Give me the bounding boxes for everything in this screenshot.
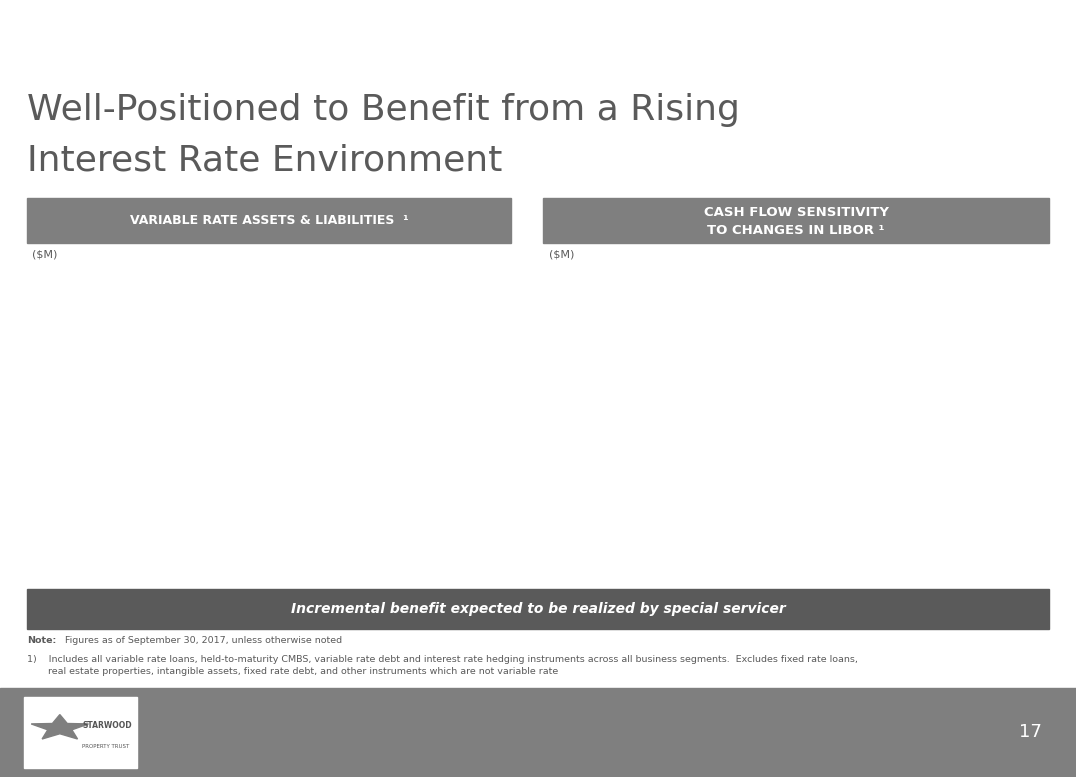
Text: 1)    Includes all variable rate loans, held-to-maturity CMBS, variable rate deb: 1) Includes all variable rate loans, hel… bbox=[27, 655, 858, 676]
Text: Interest Rate Environment: Interest Rate Environment bbox=[27, 144, 502, 178]
Text: $72: $72 bbox=[906, 514, 933, 527]
Bar bbox=[543, 198, 1049, 243]
Bar bbox=[667, 399, 838, 449]
Bar bbox=[24, 697, 137, 768]
Bar bbox=[667, 302, 741, 353]
Text: $46: $46 bbox=[809, 417, 836, 430]
Text: VARIABLE RATE ASSETS & LIABILITIES  ¹: VARIABLE RATE ASSETS & LIABILITIES ¹ bbox=[130, 214, 408, 227]
Text: +$0.17/share: +$0.17/share bbox=[844, 419, 919, 429]
Text: $2,826: $2,826 bbox=[410, 382, 451, 395]
Text: Incremental benefit expected to be realized by special servicer: Incremental benefit expected to be reali… bbox=[291, 602, 785, 616]
Bar bbox=[667, 495, 936, 545]
Text: ($M): ($M) bbox=[549, 249, 575, 260]
Bar bbox=[401, 398, 459, 463]
Text: $20: $20 bbox=[712, 321, 739, 334]
Polygon shape bbox=[31, 715, 88, 739]
Text: Note:: Note: bbox=[27, 636, 56, 645]
Bar bbox=[122, 317, 180, 463]
Text: 17: 17 bbox=[1019, 723, 1042, 741]
Bar bbox=[261, 463, 320, 544]
Text: +$0.08/share: +$0.08/share bbox=[746, 322, 822, 333]
Text: +$0.27/
share: +$0.27/ share bbox=[940, 510, 986, 531]
Text: TO CHANGES IN LIBOR ¹: TO CHANGES IN LIBOR ¹ bbox=[708, 224, 884, 237]
Text: $6,341: $6,341 bbox=[130, 301, 171, 315]
Text: ($M): ($M) bbox=[32, 249, 58, 260]
Bar bbox=[0, 688, 1076, 777]
Text: ($3,515): ($3,515) bbox=[266, 546, 315, 559]
Text: Figures as of September 30, 2017, unless otherwise noted: Figures as of September 30, 2017, unless… bbox=[62, 636, 342, 645]
Text: Well-Positioned to Benefit from a Rising: Well-Positioned to Benefit from a Rising bbox=[27, 93, 740, 127]
Bar bbox=[27, 198, 511, 243]
Bar bbox=[27, 589, 1049, 629]
Text: CASH FLOW SENSITIVITY: CASH FLOW SENSITIVITY bbox=[704, 206, 889, 219]
Text: PROPERTY TRUST: PROPERTY TRUST bbox=[83, 744, 130, 749]
Text: STARWOOD: STARWOOD bbox=[83, 721, 132, 730]
